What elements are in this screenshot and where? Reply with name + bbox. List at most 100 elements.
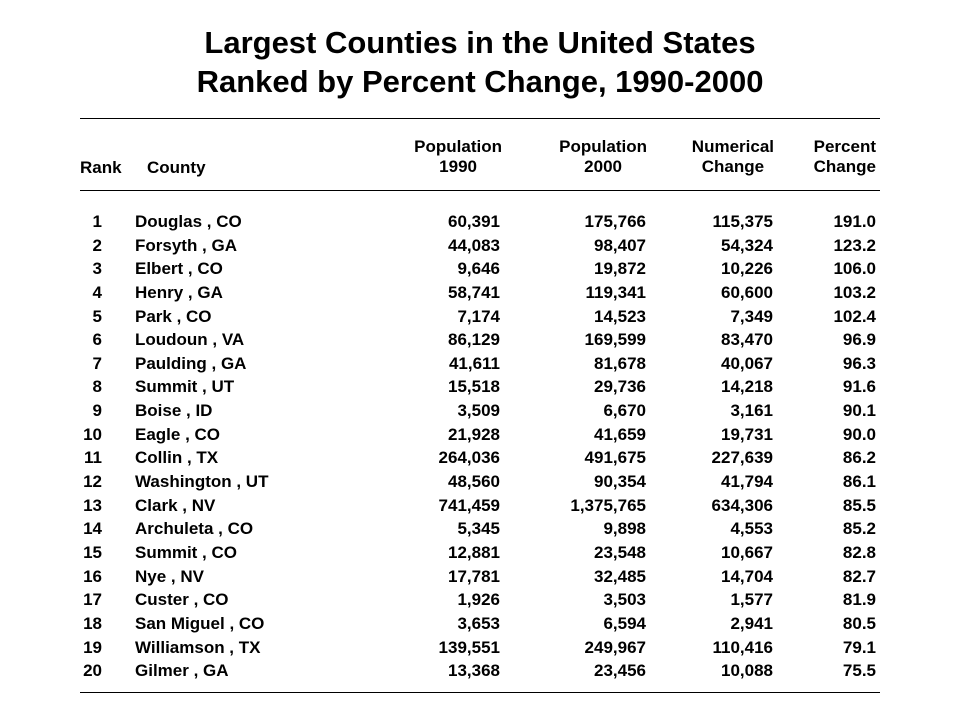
pop2000-cell: 491,675 (584, 448, 646, 468)
numerical-change-cell: 227,639 (711, 448, 773, 468)
percent-change-cell: 91.6 (842, 377, 876, 397)
rank-cell: 15 (83, 542, 102, 562)
percent-change-cell: 75.5 (842, 661, 876, 681)
rank-cell: 20 (83, 661, 102, 681)
numerical-change-cell: 10,667 (721, 542, 773, 562)
numerical-change-cell: 60,600 (721, 282, 773, 302)
header-numerical-line1: Numerical (691, 137, 774, 156)
table-row: 1 Douglas , CO 60,391 175,766 115,375 191.0 (0, 210, 960, 234)
county-cell: Forsyth , GA (135, 235, 238, 255)
rank-cell: 2 (92, 235, 102, 255)
header-rule (80, 190, 880, 191)
table-row: 4 Henry , GA 58,741 119,341 60,600 103.2 (0, 281, 960, 305)
percent-change-cell: 82.7 (842, 566, 876, 586)
county-cell: Washington , UT (135, 472, 269, 492)
rank-cell: 14 (83, 519, 102, 539)
numerical-change-cell: 54,324 (721, 235, 773, 255)
numerical-change-cell: 110,416 (712, 637, 773, 657)
pop2000-cell: 29,736 (594, 377, 646, 397)
pop2000-cell: 119,341 (585, 282, 646, 302)
pop1990-cell: 44,083 (448, 235, 500, 255)
pop1990-cell: 139,551 (438, 637, 500, 657)
header-pop2000: Population 2000 (559, 137, 647, 177)
rank-cell: 5 (92, 306, 102, 326)
pop2000-cell: 81,678 (594, 353, 646, 373)
rank-cell: 6 (92, 330, 102, 350)
pop2000-cell: 14,523 (594, 306, 646, 326)
rank-cell: 11 (84, 448, 102, 468)
header-pop1990: Population 1990 (414, 137, 502, 177)
pop2000-cell: 6,670 (603, 401, 646, 421)
table-row: 17 Custer , CO 1,926 3,503 1,577 81.9 (0, 588, 960, 612)
county-cell: Park , CO (135, 306, 212, 326)
table-row: 18 San Miguel , CO 3,653 6,594 2,941 80.5 (0, 612, 960, 636)
rank-cell: 7 (92, 353, 102, 373)
pop2000-cell: 23,456 (594, 661, 646, 681)
pop1990-cell: 741,459 (438, 495, 500, 515)
table-row: 13 Clark , NV 741,459 1,375,765 634,306 85.5 (0, 494, 960, 518)
header-pop2000-line2: 2000 (584, 157, 622, 176)
county-cell: Eagle , CO (135, 424, 221, 444)
rank-cell: 13 (83, 495, 102, 515)
percent-change-cell: 85.5 (842, 495, 876, 515)
pop2000-cell: 90,354 (594, 472, 646, 492)
header-pop1990-line2: 1990 (439, 157, 477, 176)
pop1990-cell: 21,928 (448, 424, 500, 444)
header-percent-line2: Change (813, 157, 876, 176)
numerical-change-cell: 2,941 (730, 613, 773, 633)
header-percent-line1: Percent (813, 137, 876, 156)
pop2000-cell: 1,375,765 (570, 495, 646, 515)
numerical-change-cell: 634,306 (711, 495, 773, 515)
numerical-change-cell: 19,731 (721, 424, 773, 444)
numerical-change-cell: 83,470 (721, 330, 773, 350)
rank-cell: 17 (83, 590, 102, 610)
percent-change-cell: 86.2 (842, 448, 876, 468)
percent-change-cell: 90.0 (842, 424, 876, 444)
county-cell: Summit , CO (135, 542, 238, 562)
numerical-change-cell: 14,218 (721, 377, 773, 397)
pop2000-cell: 175,766 (584, 212, 646, 231)
percent-change-cell: 102.4 (833, 306, 876, 326)
numerical-change-cell: 41,794 (721, 472, 773, 492)
table-row: 10 Eagle , CO 21,928 41,659 19,731 90.0 (0, 423, 960, 447)
rank-cell: 4 (92, 282, 102, 302)
header-pop2000-line1: Population (559, 137, 647, 156)
pop2000-cell: 6,594 (603, 613, 646, 633)
pop1990-cell: 41,611 (448, 353, 500, 373)
table-row: 2 Forsyth , GA 44,083 98,407 54,324 123.2 (0, 234, 960, 258)
county-cell: Paulding , GA (135, 353, 247, 373)
header-numerical: Numerical Change (692, 137, 774, 177)
percent-change-cell: 96.3 (842, 353, 876, 373)
rank-cell: 1 (92, 212, 102, 231)
rank-cell: 18 (83, 613, 102, 633)
table-row: 14 Archuleta , CO 5,345 9,898 4,553 85.2 (0, 517, 960, 541)
county-cell: Clark , NV (135, 495, 216, 515)
table-row: 3 Elbert , CO 9,646 19,872 10,226 106.0 (0, 257, 960, 281)
table-row: 16 Nye , NV 17,781 32,485 14,704 82.7 (0, 565, 960, 589)
percent-change-cell: 96.9 (842, 330, 876, 350)
table-row: 11 Collin , TX 264,036 491,675 227,639 86.2 (0, 446, 960, 470)
chart-subtitle: Ranked by Percent Change, 1990-2000 (196, 64, 764, 99)
percent-change-cell: 106.0 (833, 259, 876, 279)
header-numerical-line2: Change (701, 157, 765, 176)
pop1990-cell: 9,646 (457, 259, 500, 279)
header-rank: Rank (80, 158, 122, 177)
pop1990-cell: 86,129 (448, 330, 500, 350)
table-row: 6 Loudoun , VA 86,129 169,599 83,470 96.9 (0, 328, 960, 352)
percent-change-cell: 90.1 (842, 401, 876, 421)
percent-change-cell: 85.2 (842, 519, 876, 539)
pop2000-cell: 9,898 (603, 519, 646, 539)
county-cell: Nye , NV (135, 566, 204, 586)
pop2000-cell: 169,599 (584, 330, 646, 350)
pop2000-cell: 23,548 (594, 542, 646, 562)
pop1990-cell: 12,881 (448, 542, 500, 562)
pop2000-cell: 41,659 (594, 424, 646, 444)
pop2000-cell: 3,503 (603, 590, 646, 610)
pop1990-cell: 13,368 (448, 661, 500, 681)
pop2000-cell: 98,407 (594, 235, 646, 255)
percent-change-cell: 81.9 (842, 590, 876, 610)
pop1990-cell: 3,653 (457, 613, 500, 633)
pop1990-cell: 58,741 (448, 282, 500, 302)
table-row: 9 Boise , ID 3,509 6,670 3,161 90.1 (0, 399, 960, 423)
numerical-change-cell: 14,704 (721, 566, 773, 586)
